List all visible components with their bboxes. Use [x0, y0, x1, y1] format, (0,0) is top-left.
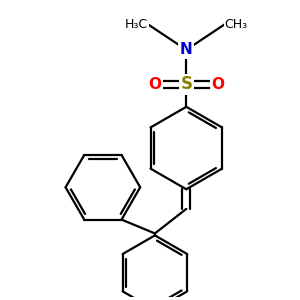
Text: S: S	[180, 75, 192, 93]
Text: O: O	[211, 77, 224, 92]
Text: N: N	[180, 42, 193, 57]
Text: CH₃: CH₃	[225, 18, 248, 31]
Text: H₃C: H₃C	[125, 18, 148, 31]
Text: O: O	[148, 77, 161, 92]
